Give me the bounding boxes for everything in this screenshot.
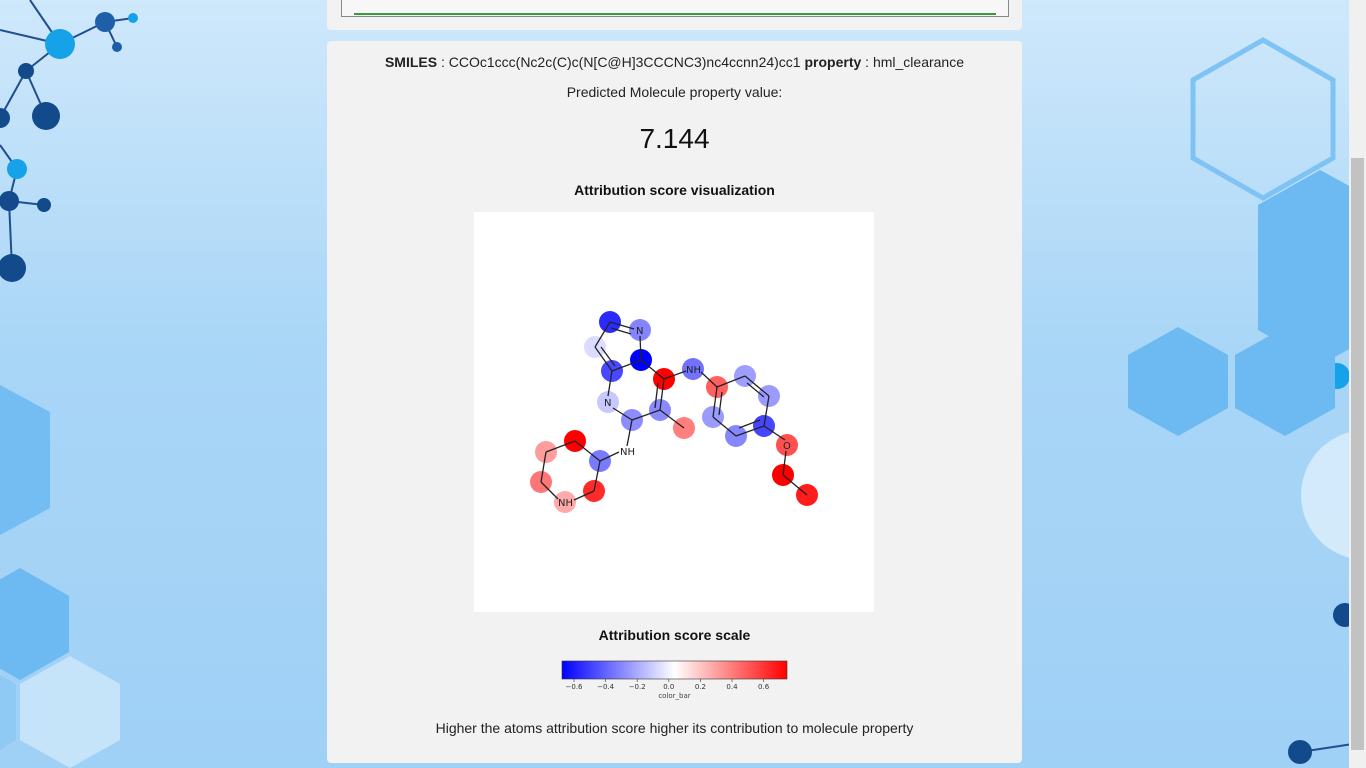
property-value: hml_clearance <box>872 54 965 70</box>
smiles-label: SMILES <box>384 54 438 70</box>
property-label: property <box>804 54 862 70</box>
attribution-note: Higher the atoms attribution score highe… <box>435 720 914 736</box>
color-scale-ticks: −0.6 −0.4 −0.2 0.0 0.2 0.4 0.6 <box>566 679 770 691</box>
smiles-value: CCOc1ccc(Nc2c(C)c(N[C@H]3CCCNC3)nc4ccnn2… <box>448 54 801 70</box>
atom-label-nh-left: NH <box>620 447 635 458</box>
color-scale-tick-label: 0.2 <box>695 683 706 691</box>
color-scale: −0.6 −0.4 −0.2 0.0 0.2 0.4 0.6 color_bar <box>557 659 797 703</box>
color-scale-tick-label: 0.4 <box>726 683 738 691</box>
atom-label-nh-top: NH <box>686 365 701 376</box>
vertical-scrollbar[interactable] <box>1349 0 1366 768</box>
property-separator: : <box>861 54 873 70</box>
atom-label-o: O <box>783 441 791 452</box>
predicted-value: 7.144 <box>639 123 710 154</box>
atom-label-n-bridge: N <box>604 398 611 409</box>
atom-labels: N N NH NH NH O <box>558 326 791 509</box>
color-scale-tick-label: −0.6 <box>566 683 584 691</box>
molecule-attribution-image: N N NH NH NH O <box>474 212 874 612</box>
smiles-separator: : <box>437 54 449 70</box>
scrollbar-thumb[interactable] <box>1351 158 1364 750</box>
color-scale-svg: −0.6 −0.4 −0.2 0.0 0.2 0.4 0.6 color_bar <box>561 660 788 700</box>
previous-panel-progress-bar <box>354 13 996 15</box>
color-scale-tick-label: 0.6 <box>758 683 770 691</box>
predicted-label: Predicted Molecule property value: <box>566 84 783 100</box>
color-scale-tick-label: −0.4 <box>597 683 615 691</box>
result-card: SMILES : CCOc1ccc(Nc2c(C)c(N[C@H]3CCCNC3… <box>327 41 1022 763</box>
molecule-bonds <box>540 321 808 501</box>
atom-label-n: N <box>636 326 643 337</box>
color-scale-tick-label: 0.0 <box>663 683 674 691</box>
color-scale-caption: color_bar <box>658 692 690 700</box>
visualization-title: Attribution score visualization <box>574 182 775 198</box>
previous-panel-box <box>341 0 1009 17</box>
smiles-line: SMILES : CCOc1ccc(Nc2c(C)c(N[C@H]3CCCNC3… <box>327 54 1022 70</box>
molecule-drawing: N N NH NH NH O <box>530 311 818 513</box>
scale-title: Attribution score scale <box>598 627 751 643</box>
color-scale-tick-label: −0.2 <box>629 683 646 691</box>
atom-highlights <box>530 311 818 513</box>
atom-label-nh-ring: NH <box>558 498 573 509</box>
color-scale-bar <box>561 660 788 680</box>
previous-panel <box>327 0 1022 30</box>
